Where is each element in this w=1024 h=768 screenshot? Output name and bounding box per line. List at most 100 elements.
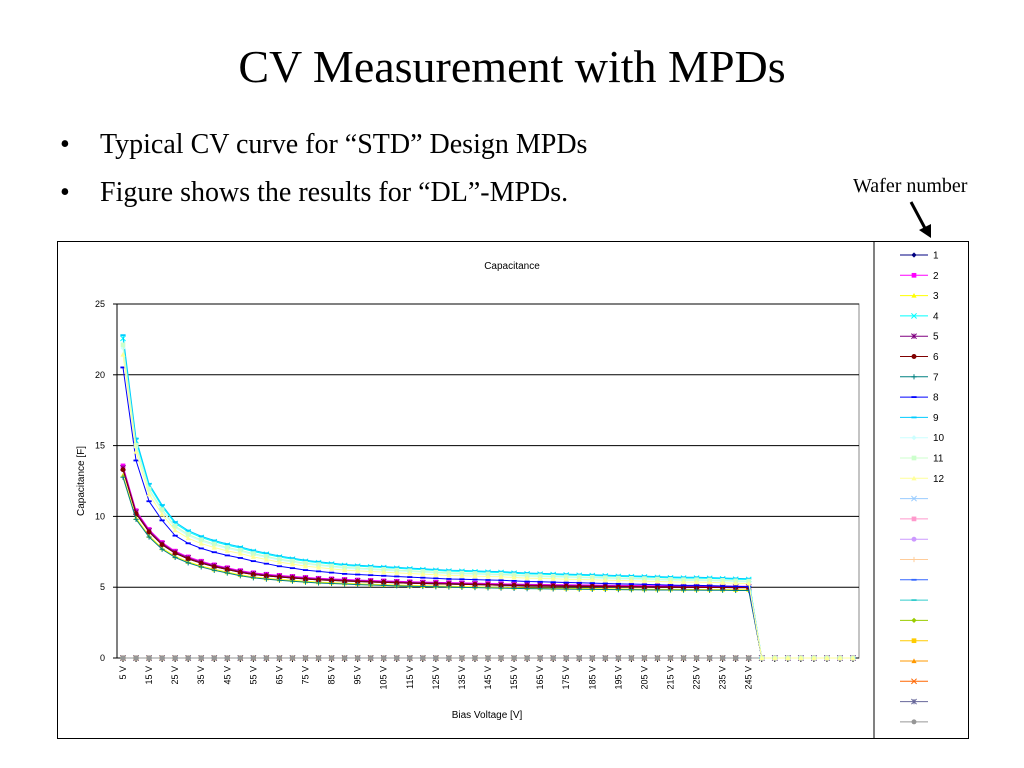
data-point bbox=[446, 581, 452, 587]
data-point bbox=[237, 557, 243, 559]
x-axis-label: Bias Voltage [V] bbox=[452, 710, 523, 721]
data-point bbox=[693, 584, 700, 587]
data-point bbox=[381, 574, 387, 577]
legend-label: 6 bbox=[933, 352, 939, 363]
data-point bbox=[250, 554, 256, 559]
x-tick-label: 45 V bbox=[222, 666, 232, 685]
legend-entry bbox=[900, 658, 928, 664]
slide-title: CV Measurement with MPDs bbox=[238, 41, 786, 92]
data-point bbox=[120, 655, 126, 661]
data-point bbox=[289, 561, 296, 567]
data-point bbox=[563, 581, 569, 584]
data-point bbox=[263, 576, 269, 582]
data-point bbox=[524, 583, 530, 589]
data-point bbox=[446, 655, 452, 661]
data-point bbox=[911, 272, 917, 278]
data-point bbox=[342, 578, 348, 584]
data-point bbox=[511, 579, 517, 582]
data-point bbox=[342, 563, 348, 566]
x-tick-label: 115 V bbox=[405, 666, 415, 689]
data-point bbox=[472, 573, 478, 579]
data-point bbox=[628, 583, 634, 585]
data-point bbox=[680, 584, 687, 587]
legend-entry: 3 bbox=[900, 291, 939, 302]
data-point bbox=[693, 576, 700, 579]
data-point bbox=[576, 573, 582, 576]
data-point bbox=[680, 579, 687, 585]
data-point bbox=[198, 547, 204, 550]
data-point bbox=[407, 655, 413, 661]
plot-area: 0 5 10 15 20 25 5 V 15 V 25 V 35 V 45 V 55 V 65 V 75 … bbox=[95, 299, 860, 690]
data-point bbox=[641, 578, 648, 584]
data-point bbox=[159, 511, 165, 517]
data-point bbox=[511, 571, 517, 574]
data-point bbox=[276, 565, 283, 568]
x-tick-label: 165 V bbox=[535, 666, 545, 690]
data-point bbox=[720, 577, 726, 579]
data-point bbox=[911, 312, 917, 319]
data-point bbox=[420, 581, 426, 586]
data-point bbox=[459, 570, 465, 576]
bullet-item: Figure shows the results for “DL”-MPDs. bbox=[60, 173, 587, 221]
data-point bbox=[250, 571, 256, 577]
data-point bbox=[641, 583, 648, 586]
legend-entry bbox=[900, 599, 928, 601]
series-7 bbox=[120, 474, 856, 661]
data-point bbox=[911, 698, 917, 705]
series-9 bbox=[120, 334, 856, 659]
data-point bbox=[368, 566, 374, 572]
data-point bbox=[563, 655, 569, 661]
data-point bbox=[576, 583, 582, 589]
data-point bbox=[524, 575, 530, 581]
data-point bbox=[315, 560, 322, 563]
data-point bbox=[303, 560, 308, 566]
legend-entry: 2 bbox=[900, 271, 939, 282]
y-tick-label: 10 bbox=[95, 511, 105, 521]
data-point bbox=[667, 587, 674, 593]
data-point bbox=[250, 655, 256, 661]
data-point bbox=[693, 579, 700, 585]
data-point bbox=[185, 655, 191, 661]
data-point bbox=[576, 576, 582, 582]
legend-entry bbox=[900, 719, 928, 725]
data-point bbox=[785, 655, 791, 661]
legend-label: 1 bbox=[933, 251, 939, 262]
data-point bbox=[433, 569, 439, 575]
data-point bbox=[407, 583, 413, 589]
data-point bbox=[159, 655, 165, 661]
legend-entry: 11 bbox=[900, 454, 944, 465]
data-point bbox=[237, 545, 243, 548]
data-point bbox=[615, 577, 621, 583]
data-point bbox=[433, 577, 439, 580]
data-point bbox=[394, 570, 400, 575]
data-point bbox=[211, 541, 217, 547]
data-point bbox=[185, 532, 191, 537]
data-point bbox=[511, 583, 517, 588]
legend-entry: 1 bbox=[900, 251, 939, 262]
legend-entry bbox=[900, 516, 928, 522]
data-point bbox=[302, 563, 309, 569]
data-point bbox=[211, 655, 217, 661]
data-point bbox=[342, 655, 348, 661]
data-point bbox=[211, 564, 217, 570]
data-point bbox=[198, 564, 204, 570]
data-point bbox=[667, 576, 674, 578]
data-point bbox=[381, 565, 387, 568]
data-point bbox=[654, 578, 661, 584]
data-point bbox=[263, 562, 269, 565]
data-point bbox=[185, 556, 191, 562]
data-point bbox=[911, 599, 917, 601]
data-point bbox=[433, 568, 439, 571]
data-point bbox=[524, 586, 530, 592]
legend-entry: 12 bbox=[900, 474, 945, 485]
x-tick-label: 185 V bbox=[587, 666, 597, 690]
data-point bbox=[394, 567, 400, 573]
data-point bbox=[537, 583, 543, 589]
data-point bbox=[563, 573, 569, 576]
data-point bbox=[433, 581, 439, 587]
data-point bbox=[589, 582, 595, 584]
data-point bbox=[381, 569, 387, 575]
data-point bbox=[694, 655, 700, 661]
data-point bbox=[120, 467, 126, 473]
